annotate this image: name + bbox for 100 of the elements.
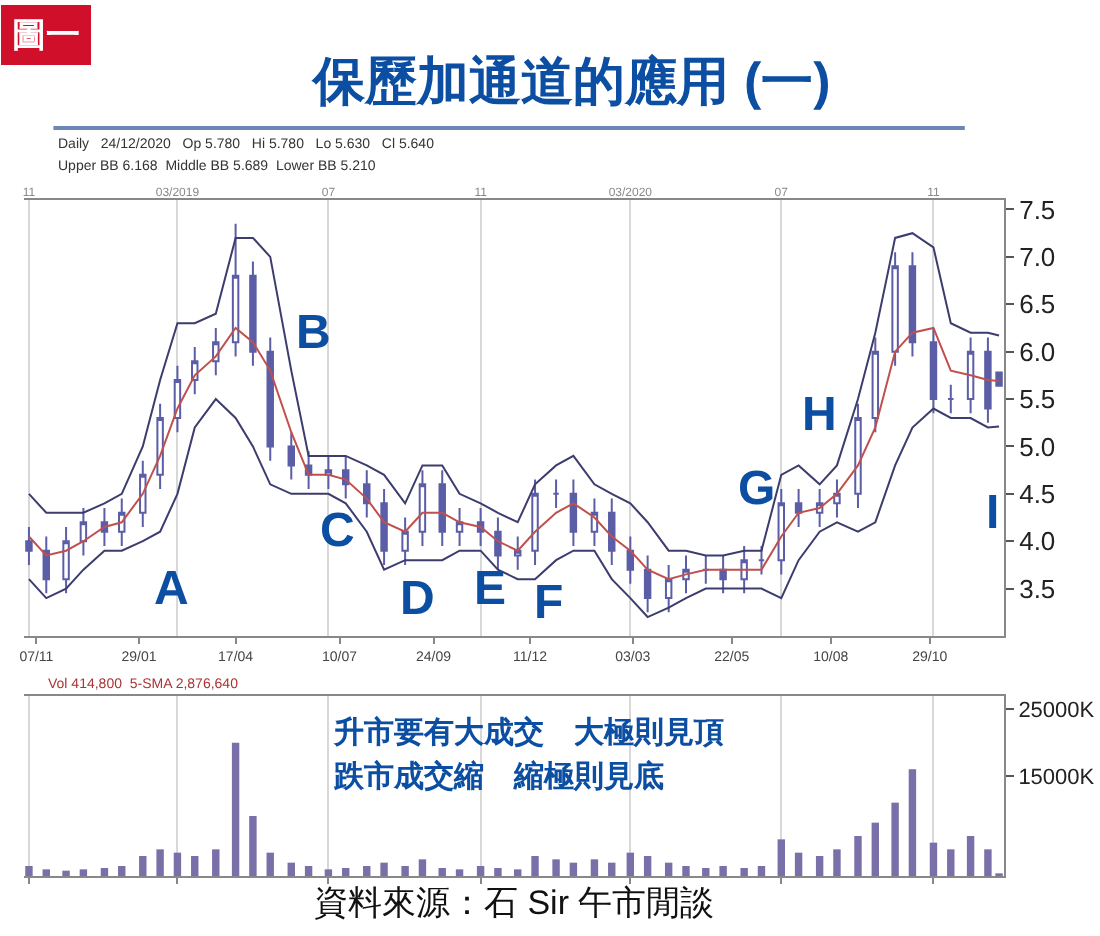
bar <box>966 836 975 876</box>
candlestick <box>719 554 727 595</box>
candlestick <box>401 516 409 566</box>
bar <box>947 849 955 876</box>
bar <box>719 866 727 876</box>
candlestick <box>249 260 257 367</box>
bar <box>552 859 560 876</box>
annotation: F <box>534 576 564 630</box>
candlestick <box>833 478 841 519</box>
candlestick <box>929 326 938 415</box>
candlestick <box>118 497 126 547</box>
bar <box>62 870 70 876</box>
candlestick <box>908 251 917 358</box>
y-tick-label: 25000K <box>1018 699 1096 724</box>
bar <box>266 852 274 876</box>
candlestick <box>62 526 70 595</box>
bar <box>380 862 388 876</box>
candlestick <box>513 535 522 571</box>
y-tick-label: 5.0 <box>1019 431 1056 462</box>
bar <box>287 862 295 876</box>
bar <box>626 852 635 876</box>
bar <box>324 869 333 876</box>
candlestick <box>231 222 240 358</box>
candlestick <box>608 497 616 566</box>
bar <box>25 866 33 876</box>
bar <box>740 868 748 876</box>
bar <box>173 852 182 876</box>
annotation: E <box>474 562 507 616</box>
bar <box>139 856 147 876</box>
bar <box>871 822 880 876</box>
bar <box>476 866 485 876</box>
source-note: 資料來源：石 Sir 午市閒談 <box>314 884 715 922</box>
bar <box>531 856 539 876</box>
candlestick <box>871 336 880 434</box>
bar <box>854 836 862 876</box>
y-tick-label: 7.5 <box>1019 194 1056 225</box>
bar <box>363 866 371 876</box>
candlestick <box>626 535 635 585</box>
candlestick <box>139 459 147 528</box>
candlestick <box>794 488 803 528</box>
bar <box>929 842 938 876</box>
candlestick <box>494 516 502 571</box>
candlestick <box>42 535 50 595</box>
candlestick <box>702 554 710 585</box>
chart-title: 保歷加通道的應用 (一) <box>311 50 831 111</box>
y-tick-label: 4.0 <box>1019 526 1056 557</box>
candlestick <box>891 251 899 367</box>
candlestick <box>757 544 766 576</box>
bar <box>794 852 803 876</box>
bar <box>212 849 220 876</box>
annotation: G <box>738 462 776 516</box>
bar <box>418 859 427 876</box>
annotation: D <box>400 572 435 626</box>
annotation: I <box>986 486 1000 540</box>
annotation: 跌市成交縮 縮極則見底 <box>332 758 664 794</box>
candlestick <box>25 526 33 566</box>
bar <box>118 866 126 876</box>
y-tick-label: 4.5 <box>1019 478 1056 509</box>
bar <box>702 868 710 876</box>
bar <box>664 862 673 876</box>
candlestick <box>966 336 975 415</box>
bar <box>342 868 350 876</box>
bar <box>569 862 578 876</box>
annotation: H <box>802 388 837 442</box>
bar <box>908 769 917 876</box>
candlestick <box>740 544 748 595</box>
candlestick <box>363 469 371 519</box>
candlestick <box>156 402 164 491</box>
candlestick <box>664 563 673 614</box>
candlestick <box>79 507 88 557</box>
candlestick <box>531 478 539 566</box>
candlestick <box>569 478 578 547</box>
bar <box>304 866 313 876</box>
bar <box>682 866 690 876</box>
y-tick-label: 15000K <box>1018 765 1096 790</box>
y-tick-label: 6.0 <box>1019 336 1056 367</box>
bar <box>643 856 652 876</box>
y-tick-label: 7.0 <box>1019 241 1056 272</box>
candlestick <box>947 383 955 415</box>
y-tick-label: 3.5 <box>1019 573 1056 604</box>
candlestick <box>324 454 333 491</box>
candlestick <box>854 402 862 510</box>
candlestick <box>590 497 599 547</box>
candlestick <box>380 488 388 566</box>
bar <box>815 856 824 876</box>
line-series <box>27 398 1001 619</box>
bar <box>833 849 841 876</box>
bar <box>590 859 599 876</box>
bar <box>891 802 899 876</box>
bar <box>777 839 785 876</box>
y-tick-label: 6.5 <box>1019 289 1056 320</box>
annotation: B <box>296 306 331 360</box>
annotation: A <box>154 562 189 616</box>
bar <box>401 866 409 876</box>
candlestick <box>777 488 785 576</box>
bar <box>514 869 522 876</box>
candlestick <box>455 507 464 547</box>
bar <box>249 816 257 876</box>
bar <box>438 868 446 876</box>
bar <box>455 869 464 876</box>
